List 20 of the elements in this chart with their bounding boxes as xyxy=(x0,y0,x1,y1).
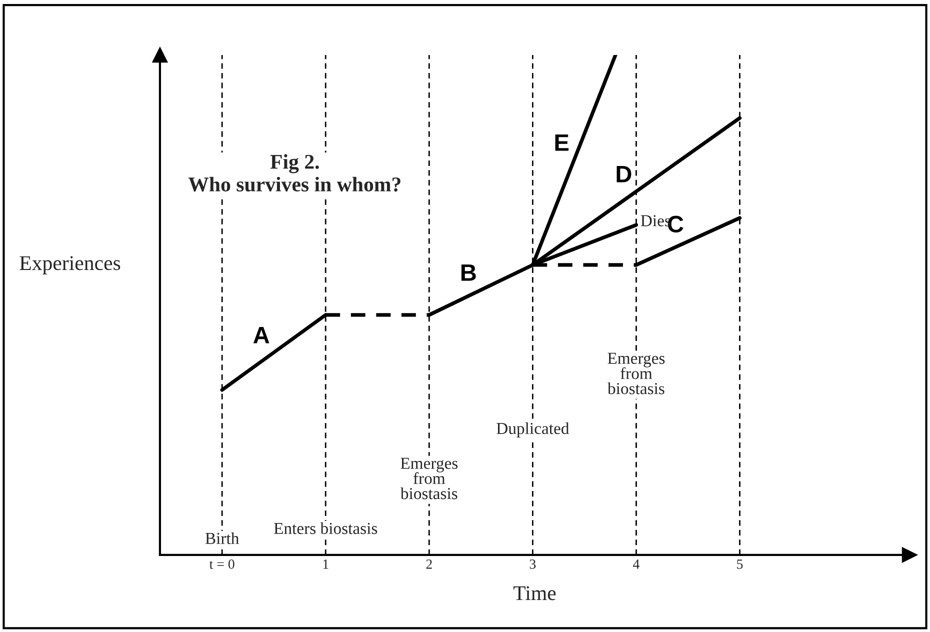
ref-line-label: Birth xyxy=(205,532,239,544)
ref-line-label: Emerges from biostasis xyxy=(400,458,458,500)
x-tick-label: 1 xyxy=(323,560,328,569)
series-label: A xyxy=(253,327,270,344)
annotation: Dies xyxy=(640,215,670,226)
x-tick-label: 3 xyxy=(530,560,536,569)
series-label: D xyxy=(616,166,632,182)
ref-line-label: Enters biostasis xyxy=(274,522,378,534)
x-tick-label: 2 xyxy=(426,560,432,569)
x-tick-label: 4 xyxy=(633,560,640,569)
ref-line-label: Duplicated xyxy=(496,422,570,438)
ref-line-label: Emerges from biostasis xyxy=(608,352,665,394)
y-axis-title: Experiences xyxy=(20,256,120,274)
text: Fig 2. Who survives in whom? xyxy=(188,154,400,192)
x-axis-title: Time xyxy=(514,586,556,600)
series-label: B xyxy=(461,264,476,281)
x-tick-label: t = 0 xyxy=(209,559,234,569)
x-tick-label: 5 xyxy=(737,560,743,569)
series-label: C xyxy=(668,216,684,233)
series-label: E xyxy=(555,134,569,151)
